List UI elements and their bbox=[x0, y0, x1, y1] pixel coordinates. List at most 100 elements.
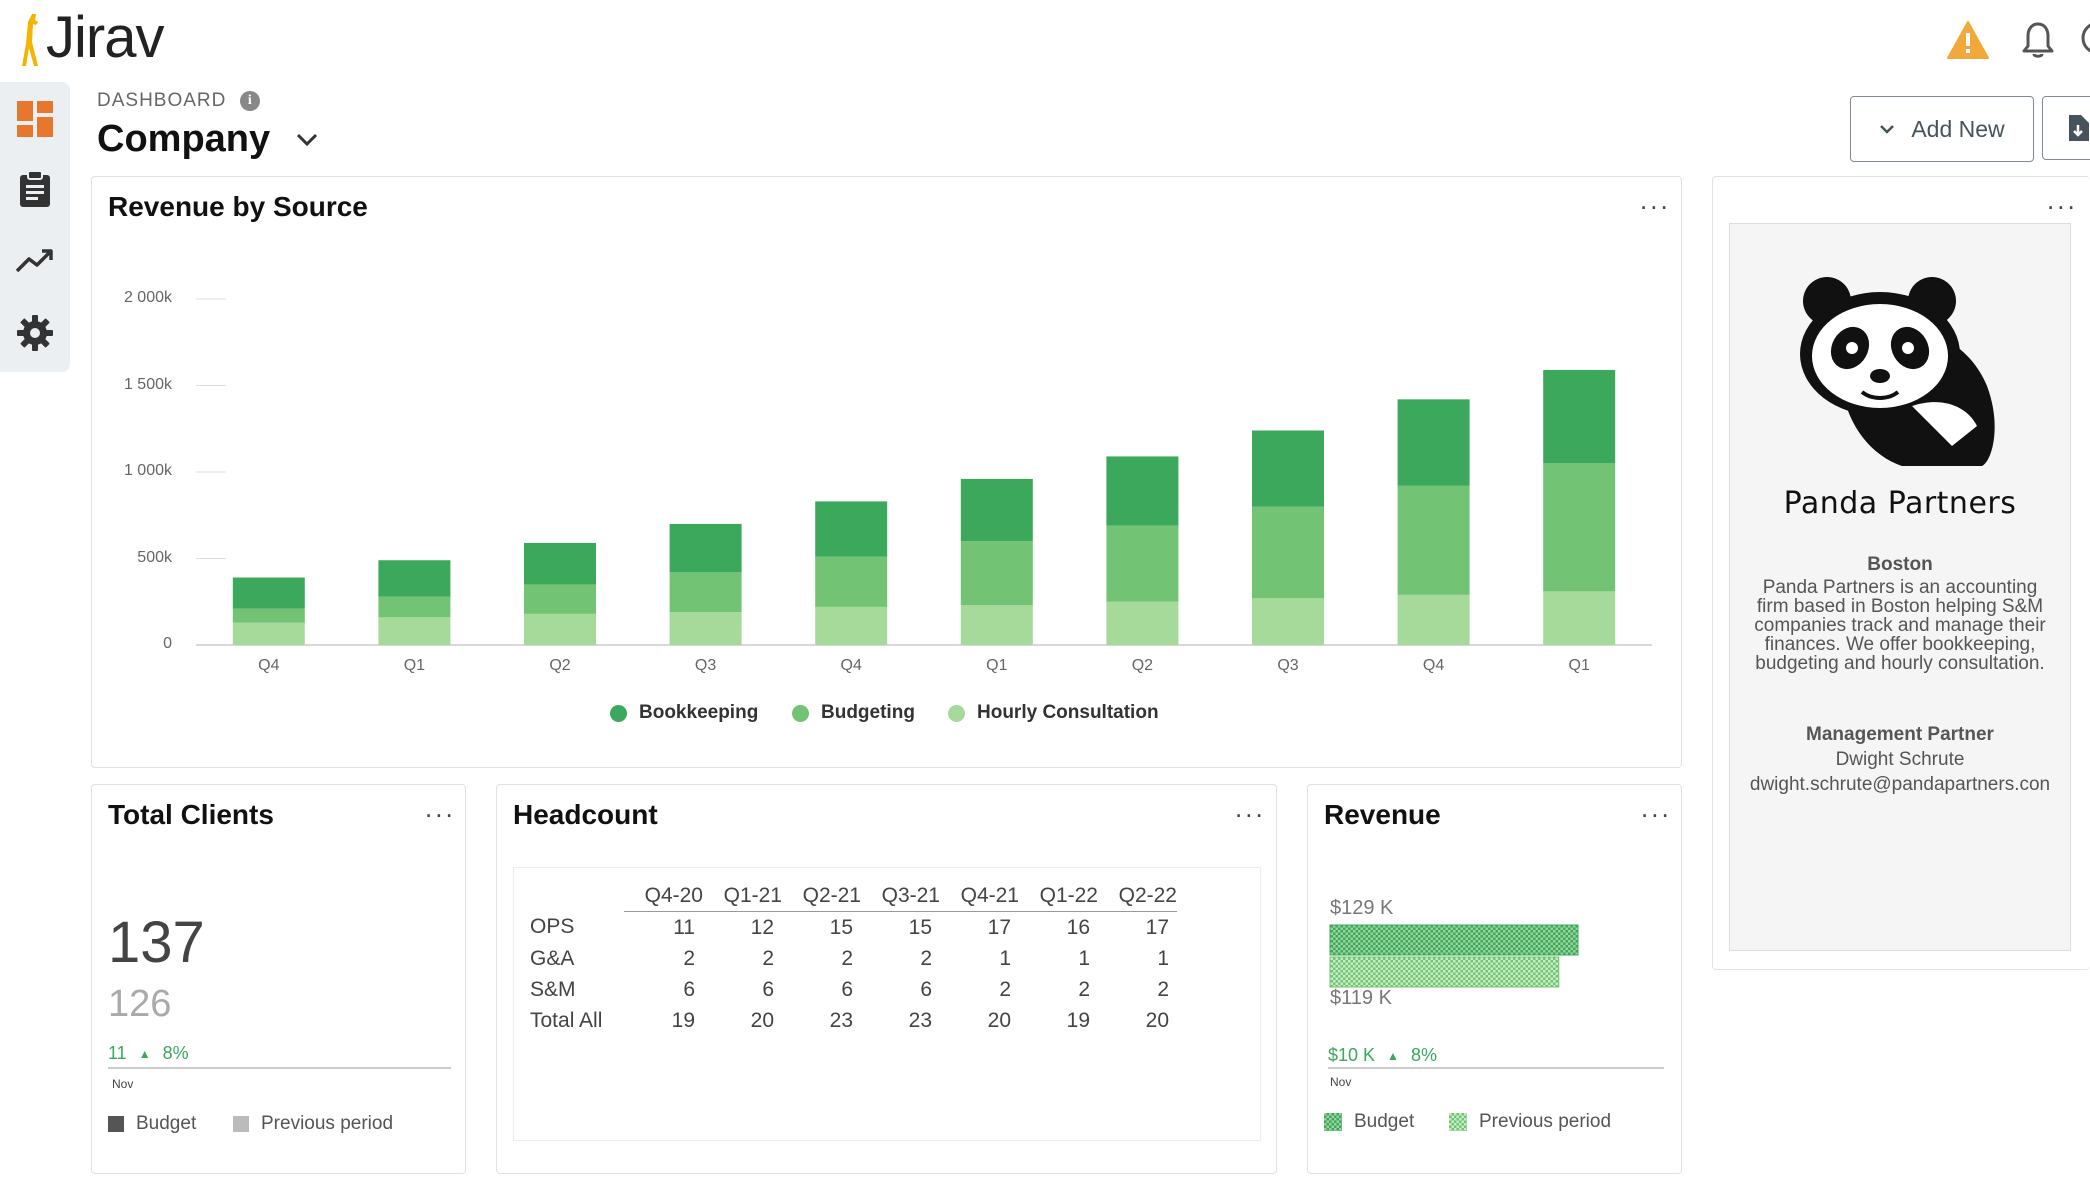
bar-segment[interactable] bbox=[1543, 463, 1616, 592]
bar-segment[interactable] bbox=[378, 560, 451, 597]
table-cell: 16 bbox=[1066, 915, 1090, 939]
period-label: Nov bbox=[112, 1077, 134, 1091]
bar-segment[interactable] bbox=[960, 541, 1033, 606]
legend-previous: Previous period bbox=[1449, 1111, 1611, 1133]
table-cell: 1 bbox=[999, 946, 1011, 970]
y-tick-label: 1 500k bbox=[123, 375, 172, 393]
legend-budget: Budget bbox=[1324, 1111, 1414, 1133]
card-menu-button[interactable]: ... bbox=[1235, 793, 1266, 823]
bar-segment[interactable] bbox=[815, 606, 888, 645]
row-label: Total All bbox=[530, 1008, 603, 1032]
table-row: Total All 19 20 23 23 20 19 20 bbox=[530, 1005, 1177, 1036]
legend-item[interactable]: Hourly Consultation bbox=[948, 702, 1159, 724]
legend-item[interactable]: Budgeting bbox=[792, 702, 915, 724]
clients-value: 137 bbox=[108, 910, 205, 975]
jirav-logo[interactable]: Jirav bbox=[18, 8, 164, 68]
up-arrow-icon: ▲ bbox=[138, 1046, 151, 1061]
revenue-current-bar bbox=[1329, 924, 1579, 956]
bar-segment[interactable] bbox=[669, 523, 742, 573]
revenue-bars bbox=[1329, 924, 1579, 988]
revenue-previous-bar bbox=[1329, 956, 1560, 988]
table-cell: 2 bbox=[762, 946, 774, 970]
add-new-button[interactable]: Add New bbox=[1850, 96, 2034, 162]
table-cell: 1 bbox=[1157, 946, 1169, 970]
bar-segment[interactable] bbox=[232, 608, 305, 623]
revenue-current-label: $129 K bbox=[1330, 897, 1394, 919]
chevron-down-icon bbox=[297, 133, 318, 146]
revenue-by-source-card: Revenue by Source ... 0 500k 1 000k 1 500k 2… bbox=[91, 176, 1682, 768]
row-label: S&M bbox=[530, 977, 576, 1001]
bar-segment[interactable] bbox=[232, 622, 305, 645]
sidebar-item-dashboard[interactable] bbox=[8, 92, 62, 146]
budget-swatch bbox=[108, 1116, 124, 1132]
bar-segment[interactable] bbox=[1252, 430, 1324, 507]
table-cell: 11 bbox=[673, 915, 695, 939]
legend-item[interactable]: Bookkeeping bbox=[610, 702, 758, 724]
column-header: Q1-21 bbox=[703, 880, 782, 912]
card-title: Revenue bbox=[1324, 799, 1441, 830]
export-button[interactable] bbox=[2042, 96, 2090, 160]
bar-segment[interactable] bbox=[815, 501, 888, 557]
bar-segment[interactable] bbox=[1252, 506, 1324, 599]
sidebar-item-settings[interactable] bbox=[8, 306, 62, 360]
bar-segment[interactable] bbox=[1252, 598, 1324, 645]
headcount-card: Headcount ... Q4-20 Q1-21 Q2-21 Q3-21 Q4-21 Q… bbox=[496, 784, 1277, 1174]
bar-segment[interactable] bbox=[1397, 594, 1470, 645]
bar-segment[interactable] bbox=[524, 613, 596, 645]
warning-button[interactable] bbox=[1942, 14, 1994, 66]
bar-segment[interactable] bbox=[1397, 485, 1470, 595]
revenue-delta: $10 K ▲ 8% bbox=[1328, 1045, 1437, 1066]
column-header: Q4-20 bbox=[624, 880, 703, 912]
delta-value: 11 bbox=[108, 1043, 127, 1063]
bar-segment[interactable] bbox=[378, 617, 451, 645]
divider bbox=[108, 1067, 451, 1069]
sidebar-item-reports[interactable] bbox=[8, 162, 62, 216]
card-title: Headcount bbox=[513, 799, 658, 830]
dashboard-selector[interactable]: Company bbox=[97, 118, 318, 161]
legend-label: Hourly Consultation bbox=[977, 702, 1159, 723]
bar-segment[interactable] bbox=[960, 478, 1033, 542]
legend-swatch bbox=[948, 704, 965, 722]
x-tick-label: Q4 bbox=[1422, 657, 1445, 674]
bar-segment[interactable] bbox=[1543, 369, 1616, 464]
user-avatar-button[interactable] bbox=[2078, 18, 2090, 58]
y-tick-label: 1 000k bbox=[123, 462, 172, 479]
bar-segment[interactable] bbox=[1106, 525, 1179, 602]
panda-logo-icon bbox=[1800, 277, 1995, 466]
table-cell: 6 bbox=[683, 977, 695, 1001]
bar-segment[interactable] bbox=[232, 577, 305, 609]
bar-segment[interactable] bbox=[524, 584, 596, 614]
x-tick-label: Q1 bbox=[403, 657, 426, 674]
bar-segment[interactable] bbox=[1397, 399, 1470, 486]
bar-segment[interactable] bbox=[815, 556, 888, 607]
notifications-button[interactable] bbox=[2012, 14, 2064, 66]
delta-percent: 8% bbox=[1410, 1045, 1437, 1065]
divider bbox=[1328, 1067, 1664, 1069]
person-email[interactable]: dwight.schrute@pandapartners.con bbox=[1749, 774, 2051, 795]
bar-segment[interactable] bbox=[524, 542, 596, 585]
sidebar-item-trends[interactable] bbox=[8, 234, 62, 288]
card-menu-button[interactable]: ... bbox=[2047, 185, 2078, 215]
x-tick-label: Q1 bbox=[1568, 657, 1590, 674]
card-title: Total Clients bbox=[108, 799, 274, 830]
row-label: OPS bbox=[530, 915, 575, 939]
bar-segment[interactable] bbox=[378, 596, 451, 618]
bar-segment[interactable] bbox=[669, 612, 742, 645]
bar-segment[interactable] bbox=[1543, 591, 1616, 645]
column-header: Q2-21 bbox=[782, 880, 861, 912]
delta-percent: 8% bbox=[162, 1043, 189, 1063]
bar-segment[interactable] bbox=[1106, 601, 1179, 645]
info-icon[interactable]: i bbox=[240, 91, 261, 111]
gear-icon bbox=[17, 315, 53, 351]
breadcrumb-label: DASHBOARD bbox=[97, 90, 227, 111]
headcount-table: Q4-20 Q1-21 Q2-21 Q3-21 Q4-21 Q1-22 Q2-22 OPS 1… bbox=[530, 880, 1177, 1036]
role-label: Management Partner bbox=[1806, 724, 1994, 745]
trend-icon bbox=[15, 249, 53, 273]
bar-segment[interactable] bbox=[1106, 456, 1179, 526]
table-cell: 6 bbox=[841, 977, 853, 1001]
bar-segment[interactable] bbox=[960, 605, 1033, 645]
card-menu-button[interactable]: ... bbox=[425, 793, 456, 823]
bar-segment[interactable] bbox=[669, 572, 742, 613]
legend-swatch bbox=[610, 704, 627, 722]
table-cell: 19 bbox=[671, 1008, 695, 1032]
